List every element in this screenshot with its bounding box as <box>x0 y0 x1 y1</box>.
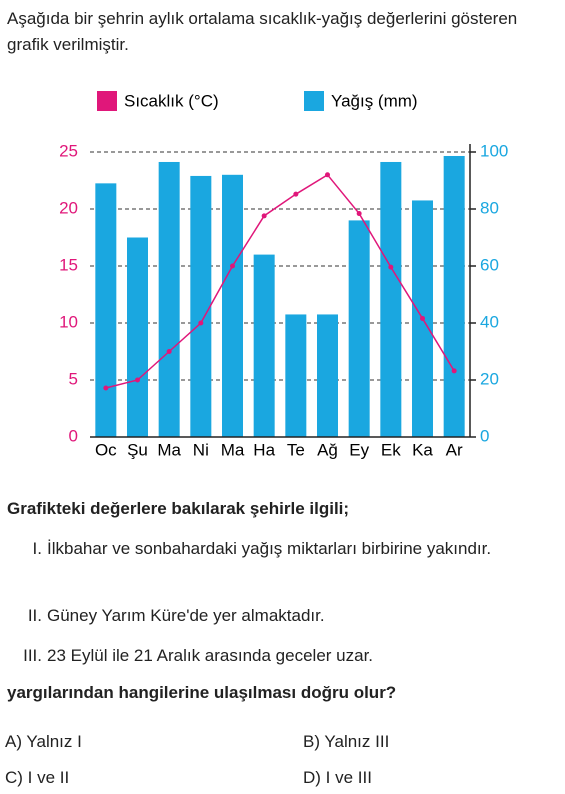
y-tick-label: 15 <box>59 255 78 274</box>
bar <box>190 175 212 437</box>
temperature-point <box>293 191 299 197</box>
temperature-point <box>103 385 109 391</box>
bar <box>158 161 180 437</box>
legend-label: Sıcaklık (°C) <box>124 91 219 110</box>
y2-tick-label: 20 <box>480 369 499 388</box>
statement-text: Güney Yarım Küre'de yer almaktadır. <box>47 606 325 625</box>
x-tick-label: Ma <box>221 440 245 459</box>
temperature-line <box>105 173 455 389</box>
x-tick-label: Şu <box>127 440 148 459</box>
x-tick-label: Ağ <box>317 440 338 459</box>
temperature-point <box>356 211 362 217</box>
y2-tick-label: 100 <box>480 141 508 160</box>
bar <box>380 161 402 437</box>
prompt: yargılarından hangilerine ulaşılması doğ… <box>7 683 397 702</box>
bar <box>95 183 117 437</box>
temperature-point <box>166 349 172 354</box>
x-tick-label: Ma <box>157 440 181 459</box>
chart: Sıcaklık (°C) Yağış (mm) 0 5 10 15 20 25 0 20 40 60… <box>59 91 508 459</box>
bar <box>348 220 370 437</box>
question: Grafikteki değerlere bakılarak şehirle i… <box>7 499 350 518</box>
temperature-point <box>261 213 267 219</box>
temperature-point <box>388 264 394 270</box>
x-tick-label: Ka <box>412 440 433 459</box>
x-tick-label: Oc <box>95 440 117 459</box>
x-tick-label: Ek <box>381 440 401 459</box>
option: D) I ve III <box>303 768 372 787</box>
y-tick-label: 10 <box>59 312 78 331</box>
option: C) I ve II <box>5 768 70 787</box>
y-tick-label: 0 <box>69 426 78 445</box>
y-tick-label: 20 <box>59 198 78 217</box>
y-tick-label: 25 <box>59 141 78 160</box>
x-tick-label: Ey <box>349 440 369 459</box>
x-tick-label: Ha <box>253 440 275 459</box>
bar <box>127 237 148 437</box>
bar <box>317 314 338 437</box>
x-tick-label: Ni <box>193 440 209 459</box>
statement-number: III. <box>23 646 42 665</box>
legend-swatch <box>97 91 117 111</box>
legend-label: Yağış (mm) <box>331 91 418 110</box>
statement-number: II. <box>27 606 42 625</box>
temperature-point <box>325 172 330 178</box>
y2-tick-label: 0 <box>480 426 489 445</box>
bar <box>285 314 307 437</box>
temperature-point <box>230 263 235 269</box>
temperature-point <box>420 315 425 321</box>
intro: Aşağıda bir şehrin aylık ortalama sıcakl… <box>7 9 518 54</box>
temperature-point <box>135 377 140 383</box>
option: A) Yalnız I <box>5 732 82 751</box>
x-tick-label: Ar <box>446 440 463 459</box>
temperature-point <box>451 368 457 374</box>
y-tick-label: 5 <box>69 369 78 388</box>
y2-tick-label: 40 <box>480 312 499 331</box>
y2-tick-label: 80 <box>480 198 499 217</box>
option: B) Yalnız III <box>303 732 390 751</box>
bar <box>253 254 275 437</box>
statement-text: İlkbahar ve sonbahardaki yağış miktarlar… <box>47 539 492 558</box>
bar <box>222 174 243 438</box>
statement-number: I. <box>32 539 42 558</box>
legend-swatch <box>304 91 324 111</box>
statement-text: 23 Eylül ile 21 Aralık arasında geceler … <box>47 646 374 665</box>
temperature-point <box>198 320 204 326</box>
y2-tick-label: 60 <box>480 255 499 274</box>
x-tick-label: Te <box>287 440 305 459</box>
bar <box>443 155 465 438</box>
